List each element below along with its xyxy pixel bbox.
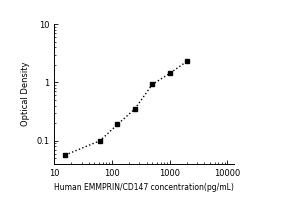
Y-axis label: Optical Density: Optical Density	[22, 62, 31, 126]
X-axis label: Human EMMPRIN/CD147 concentration(pg/mL): Human EMMPRIN/CD147 concentration(pg/mL)	[54, 183, 234, 192]
